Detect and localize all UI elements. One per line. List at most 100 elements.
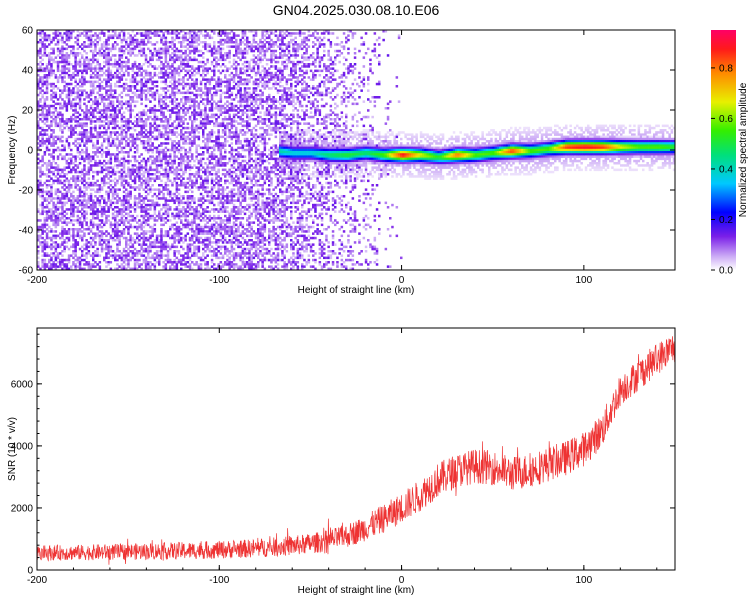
heatmap-cell [39,168,42,172]
heatmap-cell [50,122,53,125]
heatmap-cell [158,151,161,154]
heatmap-cell [111,201,115,205]
heatmap-cell [98,38,102,42]
heatmap-cell [94,181,97,185]
heatmap-cell [127,65,130,68]
heatmap-cell [136,241,139,244]
heatmap-cell [85,148,88,152]
heatmap-cell [166,133,170,136]
heatmap-cell [208,34,212,37]
heatmap-cell [100,206,104,209]
heatmap-cell [155,148,159,152]
heatmap-cell [199,153,203,156]
heatmap-cell [56,60,60,64]
heatmap-cell [133,47,137,51]
heatmap-cell [114,85,117,88]
heatmap-cell [111,214,115,218]
heatmap-cell [182,120,185,123]
heatmap-cell [186,137,190,141]
heatmap-cell [175,85,179,88]
heatmap-cell [149,214,152,218]
heatmap-cell [120,170,124,174]
heatmap-cell [177,58,181,62]
heatmap-cell [83,184,86,187]
heatmap-cell [50,71,53,75]
heatmap-cell [76,234,80,238]
heatmap-cell [140,124,143,128]
heatmap-cell [67,60,71,64]
heatmap-cell [142,111,146,114]
heatmap-cell [105,104,108,108]
heatmap-cell [208,45,212,48]
heatmap-cell [83,89,86,92]
heatmap-cell [136,38,139,42]
heatmap-cell [162,80,165,84]
heatmap-cell [94,254,97,257]
heatmap-cell [210,120,214,123]
heatmap-cell [41,67,44,70]
heatmap-cell [149,234,152,238]
heatmap-cell [107,239,110,242]
heatmap-cell [59,120,62,123]
heatmap-cell [78,89,82,92]
heatmap-cell [149,146,152,150]
heatmap-cell [41,96,44,99]
heatmap-cell [76,120,80,123]
heatmap-cell [131,252,135,255]
heatmap-cell [142,214,146,218]
heatmap-cell [74,170,77,174]
heatmap-cell [195,36,198,40]
heatmap-cell [138,177,141,180]
heatmap-cell [180,245,183,249]
heatmap-cell [166,164,170,167]
heatmap-cell [188,65,192,68]
heatmap-cell [45,243,49,246]
heatmap-cell [193,104,196,108]
heatmap-cell [98,78,102,81]
heatmap-cell [195,212,198,216]
heatmap-cell [125,217,128,220]
heatmap-cell [74,36,77,40]
heatmap-cell [122,124,126,128]
heatmap-cell [140,126,143,130]
heatmap-cell [155,74,159,77]
heatmap-cell [103,120,106,123]
heatmap-cell [111,212,115,216]
heatmap-cell [208,36,212,40]
heatmap-cell [140,243,143,246]
heatmap-cell [175,32,179,35]
heatmap-cell [59,197,62,200]
heatmap-cell [199,256,203,260]
heatmap-cell [83,173,86,176]
heatmap-cell [85,263,88,266]
heatmap-cell [177,89,181,92]
heatmap-cell [92,203,95,207]
heatmap-cell [103,221,106,224]
heatmap-cell [74,137,77,141]
heatmap-cell [131,85,135,88]
heatmap-cell [63,239,66,242]
heatmap-cell [142,261,146,264]
heatmap-cell [96,164,99,167]
heatmap-cell [78,102,82,106]
heatmap-cell [162,36,165,40]
heatmap-cell [116,60,119,64]
heatmap-cell [184,263,187,266]
heatmap-cell [184,210,187,213]
heatmap-cell [131,245,135,249]
heatmap-cell [63,122,66,125]
heatmap-cell [43,115,47,119]
heatmap-cell [98,162,102,165]
heatmap-cell [120,67,124,70]
heatmap-cell [206,199,209,202]
heatmap-cell [54,254,58,257]
heatmap-cell [56,113,60,117]
heatmap-cell [87,195,91,198]
heatmap-cell [133,195,137,198]
heatmap-cell [74,179,77,183]
heatmap-cell [202,228,205,231]
heatmap-cell [180,56,183,59]
heatmap-cell [149,41,152,44]
heatmap-cell [59,49,62,53]
